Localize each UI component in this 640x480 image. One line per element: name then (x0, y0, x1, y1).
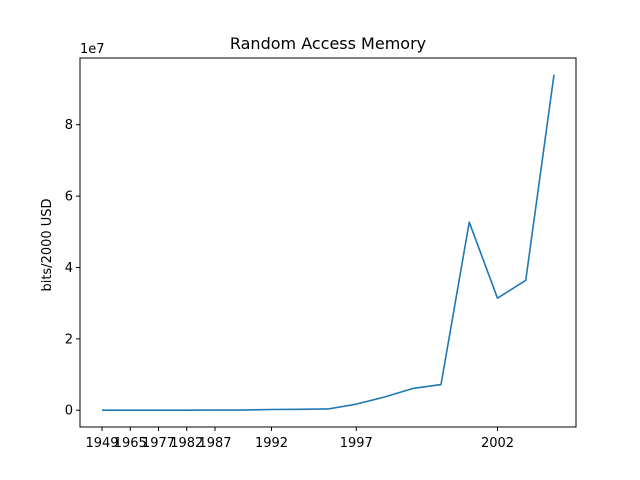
x-tick-label: 1987 (198, 436, 231, 451)
x-tick-label: 1977 (142, 436, 175, 451)
series-line (102, 74, 555, 412)
y-tick-label: 2 (65, 332, 73, 347)
y-tick-label: 6 (65, 190, 73, 205)
x-tick-label: 1997 (340, 436, 373, 451)
plot-frame (79, 57, 577, 428)
y-axis-label: bits/2000 USD (40, 198, 55, 291)
y-tick-label: 0 (65, 404, 73, 419)
chart-title: Random Access Memory (230, 34, 426, 53)
x-tick-label: 1982 (170, 436, 203, 451)
y-tick-label: 4 (65, 261, 73, 276)
y-offset-text: 1e7 (80, 42, 105, 57)
y-tick-label: 8 (65, 118, 73, 133)
x-tick-label: 1949 (85, 436, 118, 451)
x-tick-label: 2002 (481, 436, 514, 451)
x-tick-label: 1992 (255, 436, 288, 451)
x-tick-label: 1965 (114, 436, 147, 451)
